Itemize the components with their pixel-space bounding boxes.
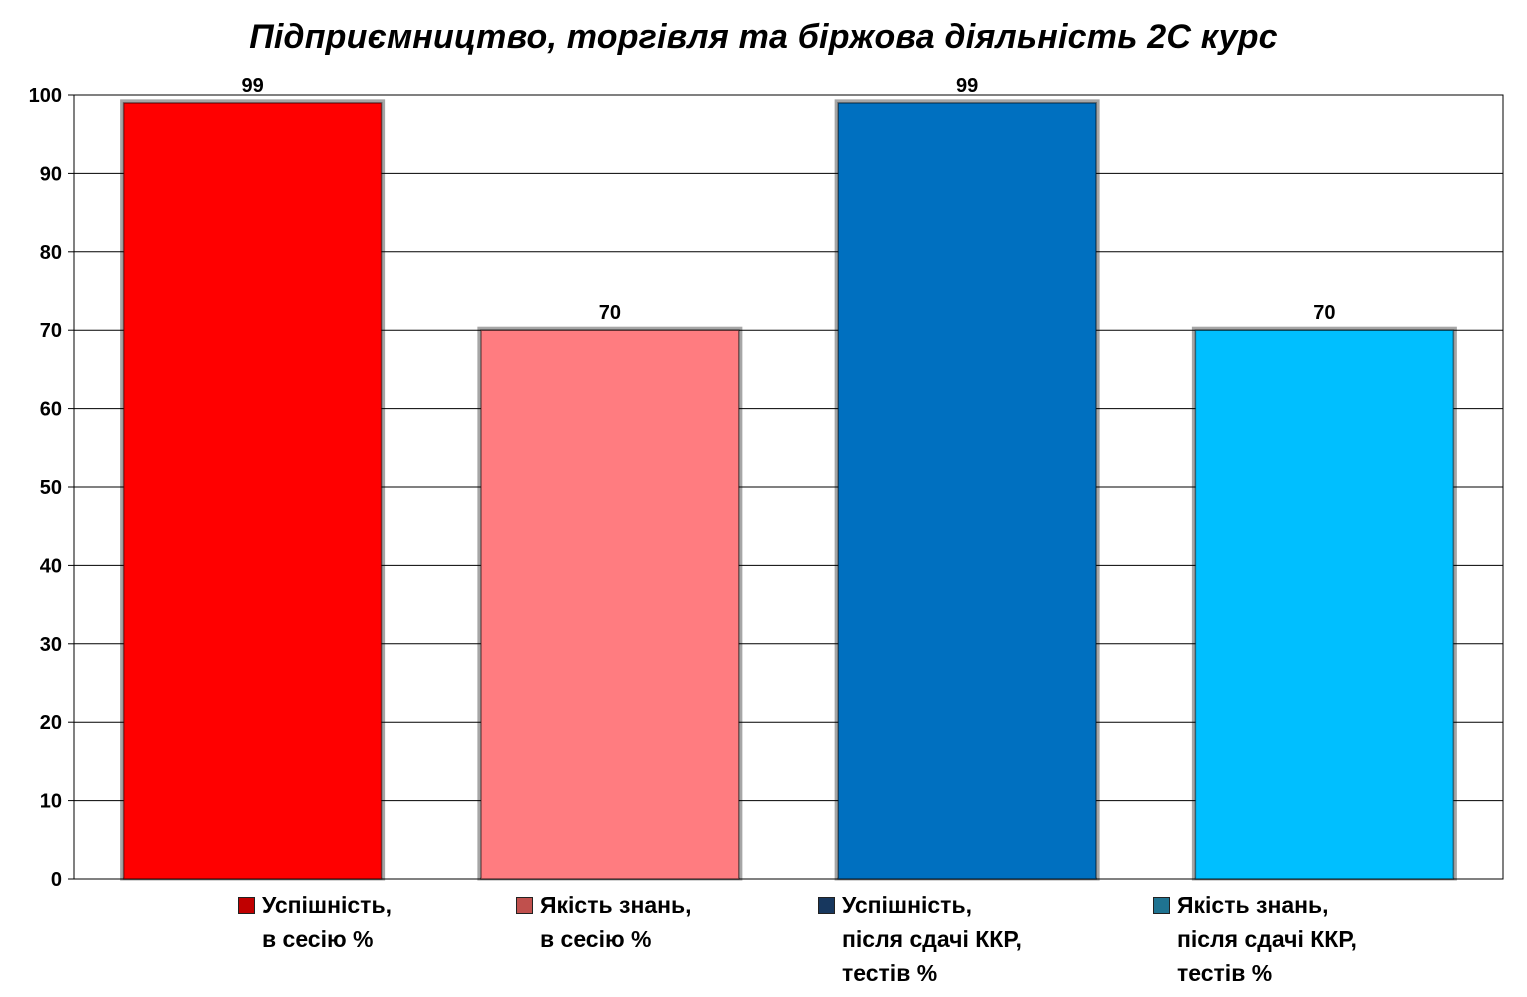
y-tick-label: 20 xyxy=(40,712,62,734)
bar-2 xyxy=(480,329,740,880)
data-label-1: 99 xyxy=(242,75,264,97)
y-tick-label: 80 xyxy=(40,242,62,264)
y-tick-label: 100 xyxy=(29,85,62,107)
legend-label-line: після сдачі ККР, xyxy=(842,926,1022,952)
y-tick-label: 70 xyxy=(40,320,62,342)
y-tick-label: 0 xyxy=(51,869,62,891)
y-tick-label: 60 xyxy=(40,399,62,421)
y-tick-label: 30 xyxy=(40,634,62,656)
legend-label-line: в сесію % xyxy=(540,926,652,952)
y-tick-label: 50 xyxy=(40,477,62,499)
legend-label: Успішність, після сдачі ККР, тестів % xyxy=(842,888,1022,990)
legend-label-line: після сдачі ККР, xyxy=(1177,926,1357,952)
legend-label-line: в сесію % xyxy=(262,926,374,952)
y-tick-label: 40 xyxy=(40,555,62,577)
legend-label-line: Якість знань, xyxy=(1177,892,1329,918)
legend-swatch xyxy=(238,897,255,914)
y-tick-label: 10 xyxy=(40,791,62,813)
data-label-3: 99 xyxy=(956,75,978,97)
bar-1 xyxy=(122,102,383,880)
legend-label-line: Якість знань, xyxy=(540,892,692,918)
data-label-2: 70 xyxy=(599,302,621,324)
y-axis-ticks: 0 10 20 30 40 50 60 70 80 90 100 xyxy=(29,85,74,891)
plot-area xyxy=(73,94,1504,880)
data-label-4: 70 xyxy=(1313,302,1335,324)
legend-label-line: Успішність, xyxy=(262,892,392,918)
legend-label: Якість знань, після сдачі ККР, тестів % xyxy=(1177,888,1357,990)
bars xyxy=(120,99,1457,881)
legend-label-line: тестів % xyxy=(842,960,938,986)
chart-title: Підприємництво, торгівля та біржова діял… xyxy=(249,18,1278,56)
legend-label-line: тестів % xyxy=(1177,960,1273,986)
bar-4 xyxy=(1194,329,1455,880)
legend-swatch xyxy=(1153,897,1170,914)
legend-label: Якість знань, в сесію % xyxy=(540,888,692,956)
legend-swatch xyxy=(516,897,533,914)
bar-3 xyxy=(837,102,1097,880)
y-tick-label: 90 xyxy=(40,163,62,185)
legend-swatch xyxy=(818,897,835,914)
data-labels: 99 70 99 70 xyxy=(242,75,1336,324)
legend-label: Успішність, в сесію % xyxy=(262,888,392,956)
legend-label-line: Успішність, xyxy=(842,892,972,918)
